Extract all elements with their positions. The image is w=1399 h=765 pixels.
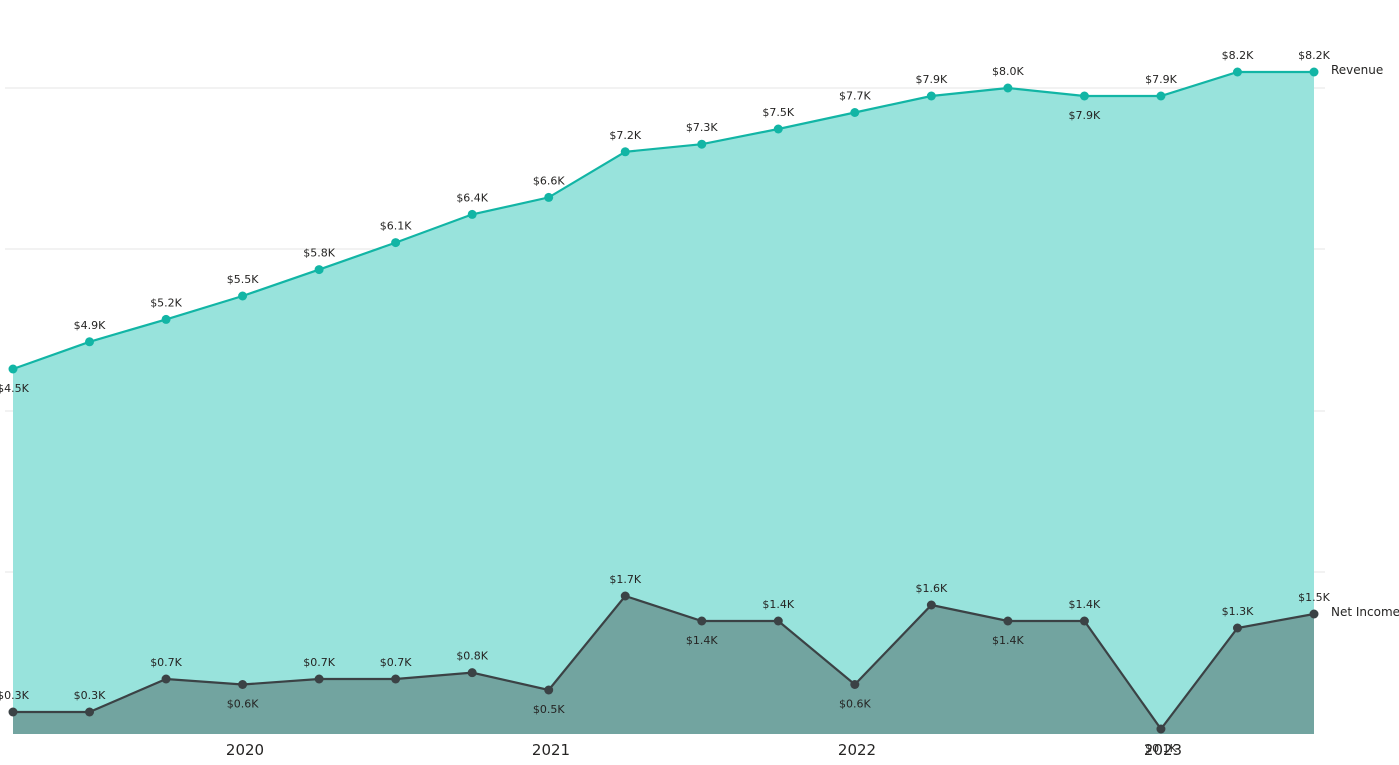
net-income-label-4: $0.7K	[303, 656, 335, 669]
net-income-line	[13, 594, 1315, 731]
net-income-point-2	[161, 674, 171, 684]
net-income-point-13	[1003, 616, 1013, 626]
revenue-point-1	[85, 337, 95, 347]
revenue-label-7: $6.6K	[533, 174, 565, 187]
revenue-point-17	[1309, 67, 1319, 77]
net-income-area	[13, 596, 1314, 734]
net-income-label-12: $1.6K	[915, 582, 947, 595]
net-income-point-6	[467, 668, 477, 678]
net-income-point-15	[1156, 724, 1166, 734]
net-income-label-1: $0.3K	[74, 689, 106, 702]
revenue-point-13	[1003, 83, 1013, 93]
x-tick-label-2020: 2020	[226, 741, 264, 759]
revenue-point-14	[1079, 91, 1089, 101]
x-tick-label-2022: 2022	[838, 741, 876, 759]
revenue-point-16	[1232, 67, 1242, 77]
net-income-label-8: $1.7K	[609, 573, 641, 586]
revenue-label-8: $7.2K	[609, 129, 641, 142]
net-income-point-4	[314, 674, 324, 684]
legend-revenue: Revenue	[1331, 63, 1383, 77]
net-income-point-3	[238, 680, 248, 689]
revenue-point-5	[391, 238, 401, 248]
net-income-point-12	[926, 600, 936, 610]
net-income-point-8	[620, 591, 630, 601]
revenue-label-4: $5.8K	[303, 247, 335, 260]
revenue-label-11: $7.7K	[839, 90, 871, 103]
net-income-label-15: $0.1K	[1145, 742, 1177, 755]
revenue-point-12	[926, 91, 936, 101]
revenue-label-9: $7.3K	[686, 121, 718, 134]
net-income-point-1	[85, 707, 95, 717]
revenue-label-16: $8.2K	[1222, 49, 1254, 62]
net-income-point-16	[1232, 623, 1242, 633]
revenue-label-0: $4.5K	[0, 382, 30, 395]
net-income-label-14: $1.4K	[1069, 598, 1101, 611]
net-income-label-6: $0.8K	[456, 650, 488, 663]
revenue-point-7	[544, 192, 554, 202]
net-income-label-3: $0.6K	[227, 698, 259, 711]
revenue-point-2	[161, 314, 171, 324]
revenue-line	[12, 70, 1314, 371]
revenue-point-11	[850, 108, 860, 117]
net-income-label-16: $1.3K	[1222, 605, 1254, 618]
revenue-point-0	[8, 364, 18, 374]
x-tick-label-2023: 2023	[1144, 741, 1182, 759]
revenue-label-13: $8.0K	[992, 65, 1024, 78]
revenue-label-15: $7.9K	[1145, 73, 1177, 86]
net-income-label-2: $0.7K	[150, 656, 182, 669]
net-income-label-7: $0.5K	[533, 703, 565, 716]
net-income-label-11: $0.6K	[839, 698, 871, 711]
revenue-label-5: $6.1K	[380, 220, 412, 233]
net-income-label-17: $1.5K	[1298, 591, 1330, 604]
net-income-point-17	[1309, 609, 1319, 619]
net-income-point-11	[850, 680, 860, 689]
revenue-label-14: $7.9K	[1069, 109, 1101, 122]
revenue-area	[13, 72, 1314, 734]
net-income-point-5	[391, 674, 401, 684]
revenue-point-4	[314, 265, 324, 275]
revenue-point-8	[620, 147, 630, 157]
legend-net-income: Net Income	[1331, 605, 1399, 619]
revenue-label-2: $5.2K	[150, 296, 182, 309]
revenue-label-17: $8.2K	[1298, 49, 1330, 62]
net-income-point-7	[544, 685, 554, 695]
net-income-label-0: $0.3K	[0, 689, 30, 702]
net-income-label-5: $0.7K	[380, 656, 412, 669]
net-income-point-9	[697, 616, 707, 626]
x-tick-label-2021: 2021	[532, 741, 570, 759]
net-income-label-9: $1.4K	[686, 634, 718, 647]
net-income-label-10: $1.4K	[762, 598, 794, 611]
revenue-point-9	[697, 139, 707, 149]
revenue-point-10	[773, 124, 783, 134]
revenue-label-10: $7.5K	[762, 106, 794, 119]
net-income-point-14	[1079, 616, 1089, 626]
revenue-label-3: $5.5K	[227, 273, 259, 286]
revenue-point-15	[1156, 91, 1166, 101]
revenue-point-3	[238, 291, 248, 301]
revenue-point-6	[467, 209, 477, 219]
net-income-label-13: $1.4K	[992, 634, 1024, 647]
net-income-point-10	[773, 616, 783, 626]
revenue-label-1: $4.9K	[74, 319, 106, 332]
revenue-label-6: $6.4K	[456, 191, 488, 204]
revenue-label-12: $7.9K	[915, 73, 947, 86]
net-income-point-0	[8, 707, 18, 717]
